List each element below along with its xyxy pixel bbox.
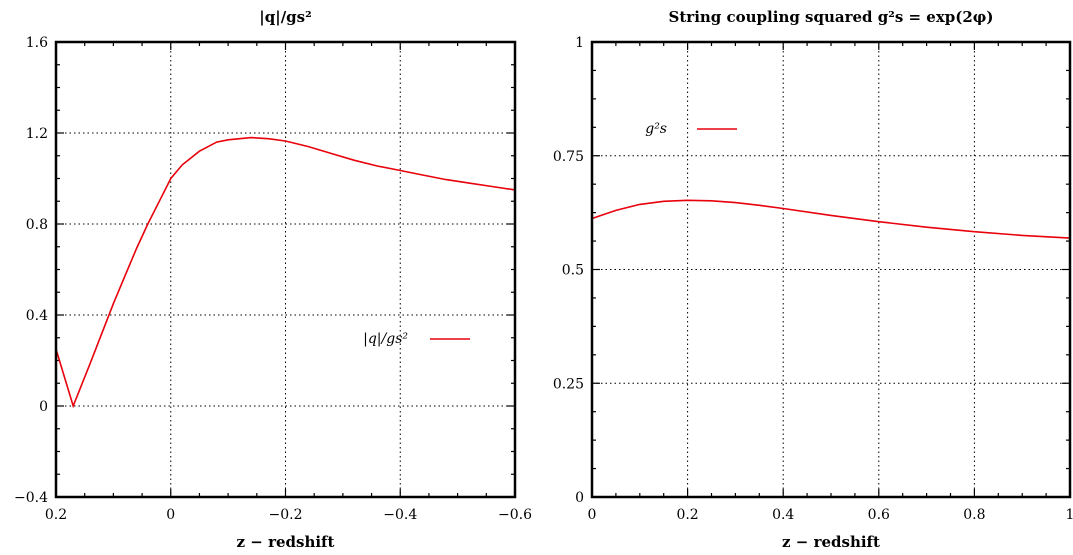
x-tick-label: 0 [166, 507, 175, 523]
legend: g²s [645, 121, 737, 137]
y-tick-label: 0.4 [26, 308, 48, 324]
x-tick-label: 0.8 [963, 507, 985, 523]
x-axis-label: z − redshift [237, 533, 335, 551]
x-tick-label: −0.4 [383, 507, 417, 523]
chart-panel-2: 0 0.2 0.4 0.6 0.8 1 0 0.25 0.5 0.75 1 g²s String cou… [553, 8, 1073, 551]
series-line [591, 199, 1071, 239]
x-tick-label: 0.6 [868, 507, 890, 523]
y-tick-label: 0 [575, 490, 584, 506]
chart-panel-1: 0.2 0 −0.2 −0.4 −0.6 −0.4 0 0.4 0.8 1.2 1.6 |q|/gs²… [14, 8, 532, 551]
x-tick-label: 0.4 [772, 507, 794, 523]
x-tick-label: 0.2 [676, 507, 698, 523]
legend-label: |q|/gs² [363, 331, 408, 347]
x-tick-label: −0.6 [498, 507, 532, 523]
x-tick-label: 0 [588, 507, 597, 523]
series-line [55, 136, 516, 409]
x-tick-label: 1 [1066, 507, 1073, 523]
y-tick-label: 1.2 [26, 126, 48, 142]
y-tick-label: 0.25 [553, 376, 584, 392]
y-tick-label: 0.75 [553, 149, 584, 165]
x-axis-label: z − redshift [782, 533, 880, 551]
y-tick-label: −0.4 [14, 490, 48, 506]
chart-title: String coupling squared g²s = exp(2φ) [669, 8, 994, 26]
x-tick-label: −0.2 [269, 507, 303, 523]
y-tick-label: 1 [575, 35, 584, 51]
x-tick-label: 0.2 [45, 507, 67, 523]
chart-title: |q|/gs² [259, 8, 311, 26]
plot-frame [54, 40, 517, 499]
legend: |q|/gs² [363, 331, 470, 347]
legend-label: g²s [645, 121, 667, 137]
y-tick-label: 0 [39, 399, 48, 415]
y-tick-label: 0.8 [26, 217, 48, 233]
y-tick-label: 1.6 [26, 35, 48, 51]
plot-frame [590, 40, 1072, 499]
y-tick-label: 0.5 [562, 263, 584, 279]
